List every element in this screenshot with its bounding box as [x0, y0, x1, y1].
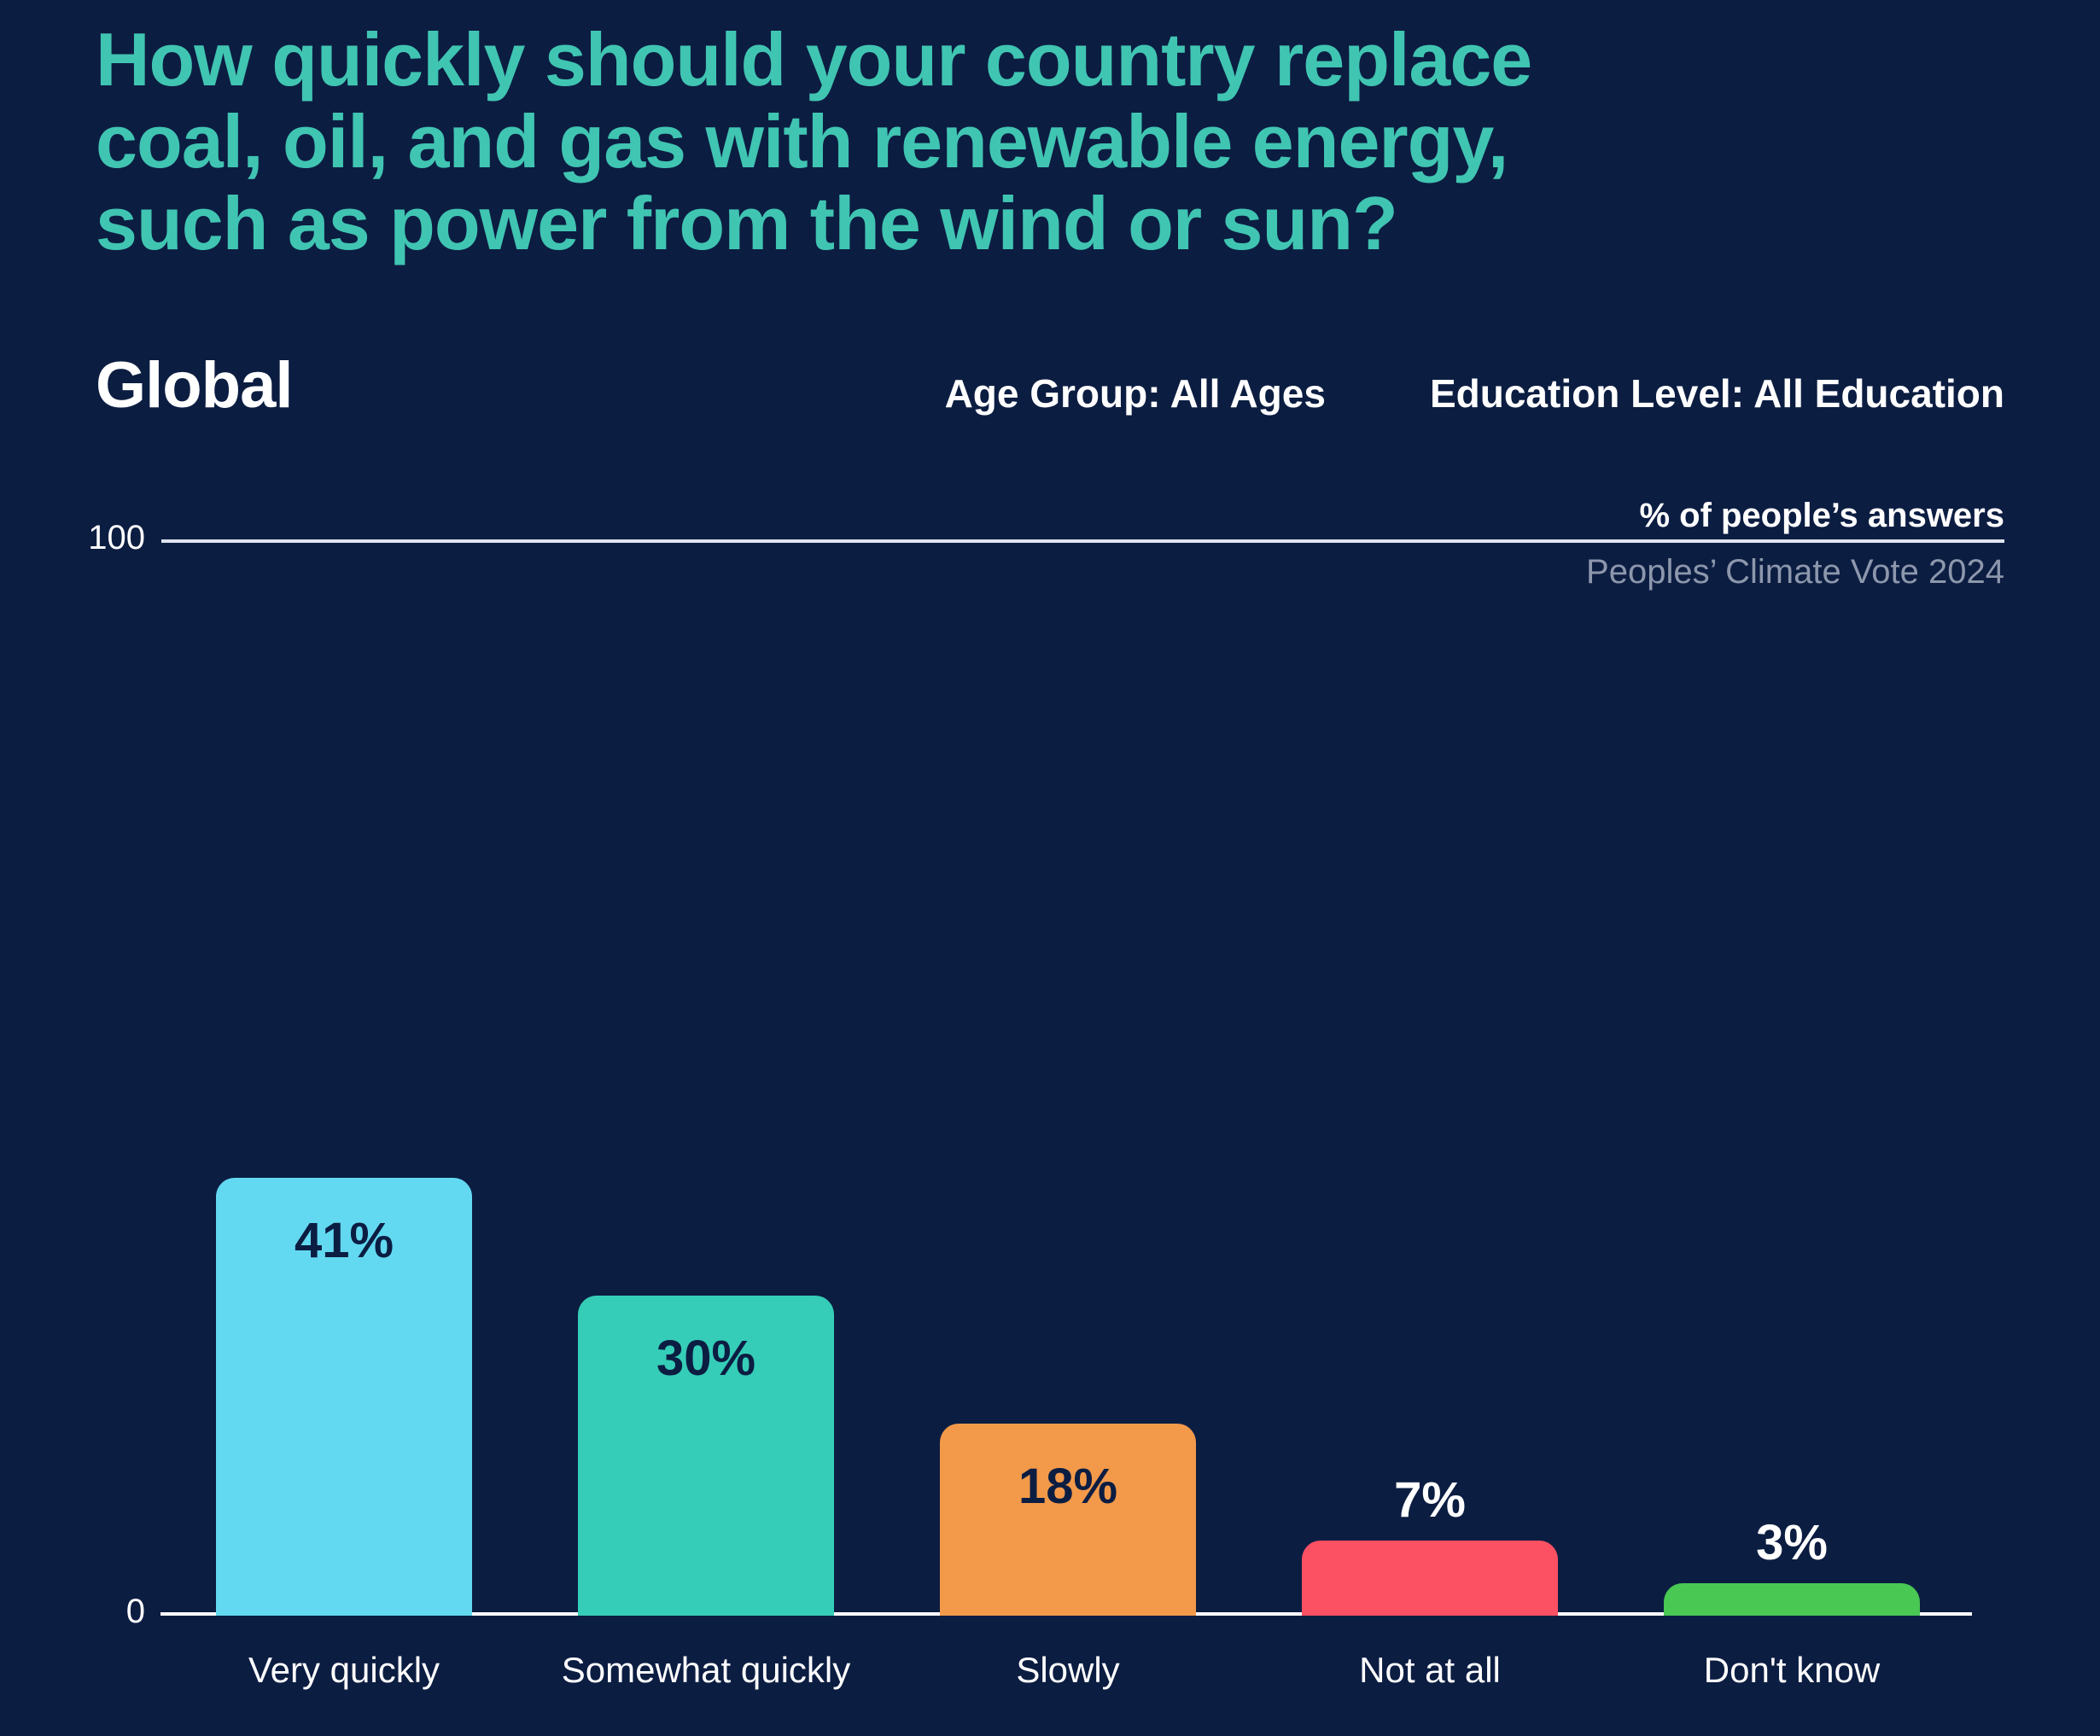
bar-value-label: 41%: [294, 1213, 394, 1268]
axis-unit-label: % of people’s answers: [1639, 497, 2004, 534]
x-tick-not-at-all: Not at all: [1359, 1650, 1501, 1690]
x-tick-somewhat-quickly: Somewhat quickly: [561, 1650, 851, 1690]
bar-somewhat-quickly[interactable]: 30%: [578, 1296, 834, 1616]
bar-not-at-all[interactable]: 7%: [1302, 1472, 1558, 1616]
y-axis-min-label: 0: [125, 1593, 145, 1630]
gridline-100: [161, 539, 2004, 543]
bar-value-label: 18%: [1018, 1459, 1118, 1514]
header-row: Global Age Group: All Ages Education Lev…: [96, 348, 2004, 422]
y-axis-max-label: 100: [88, 519, 145, 556]
bar-dont-know[interactable]: 3%: [1664, 1515, 1920, 1616]
age-group-filter[interactable]: Age Group: All Ages: [944, 371, 1326, 416]
source-label: Peoples’ Climate Vote 2024: [1586, 553, 2004, 591]
x-tick-very-quickly: Very quickly: [248, 1650, 440, 1690]
x-tick-dont-know: Don't know: [1703, 1650, 1881, 1690]
bar-value-label: 7%: [1394, 1472, 1466, 1528]
region-label: Global: [96, 349, 293, 422]
bar-value-label: 30%: [656, 1331, 756, 1386]
bar-very-quickly[interactable]: 41%: [216, 1178, 472, 1616]
education-filter[interactable]: Education Level: All Education: [1429, 371, 2004, 416]
page-title: How quickly should your country replace …: [96, 17, 1532, 265]
bar-value-label: 3%: [1756, 1515, 1828, 1570]
bar-slowly[interactable]: 18%: [940, 1424, 1196, 1616]
x-tick-slowly: Slowly: [1016, 1650, 1120, 1690]
